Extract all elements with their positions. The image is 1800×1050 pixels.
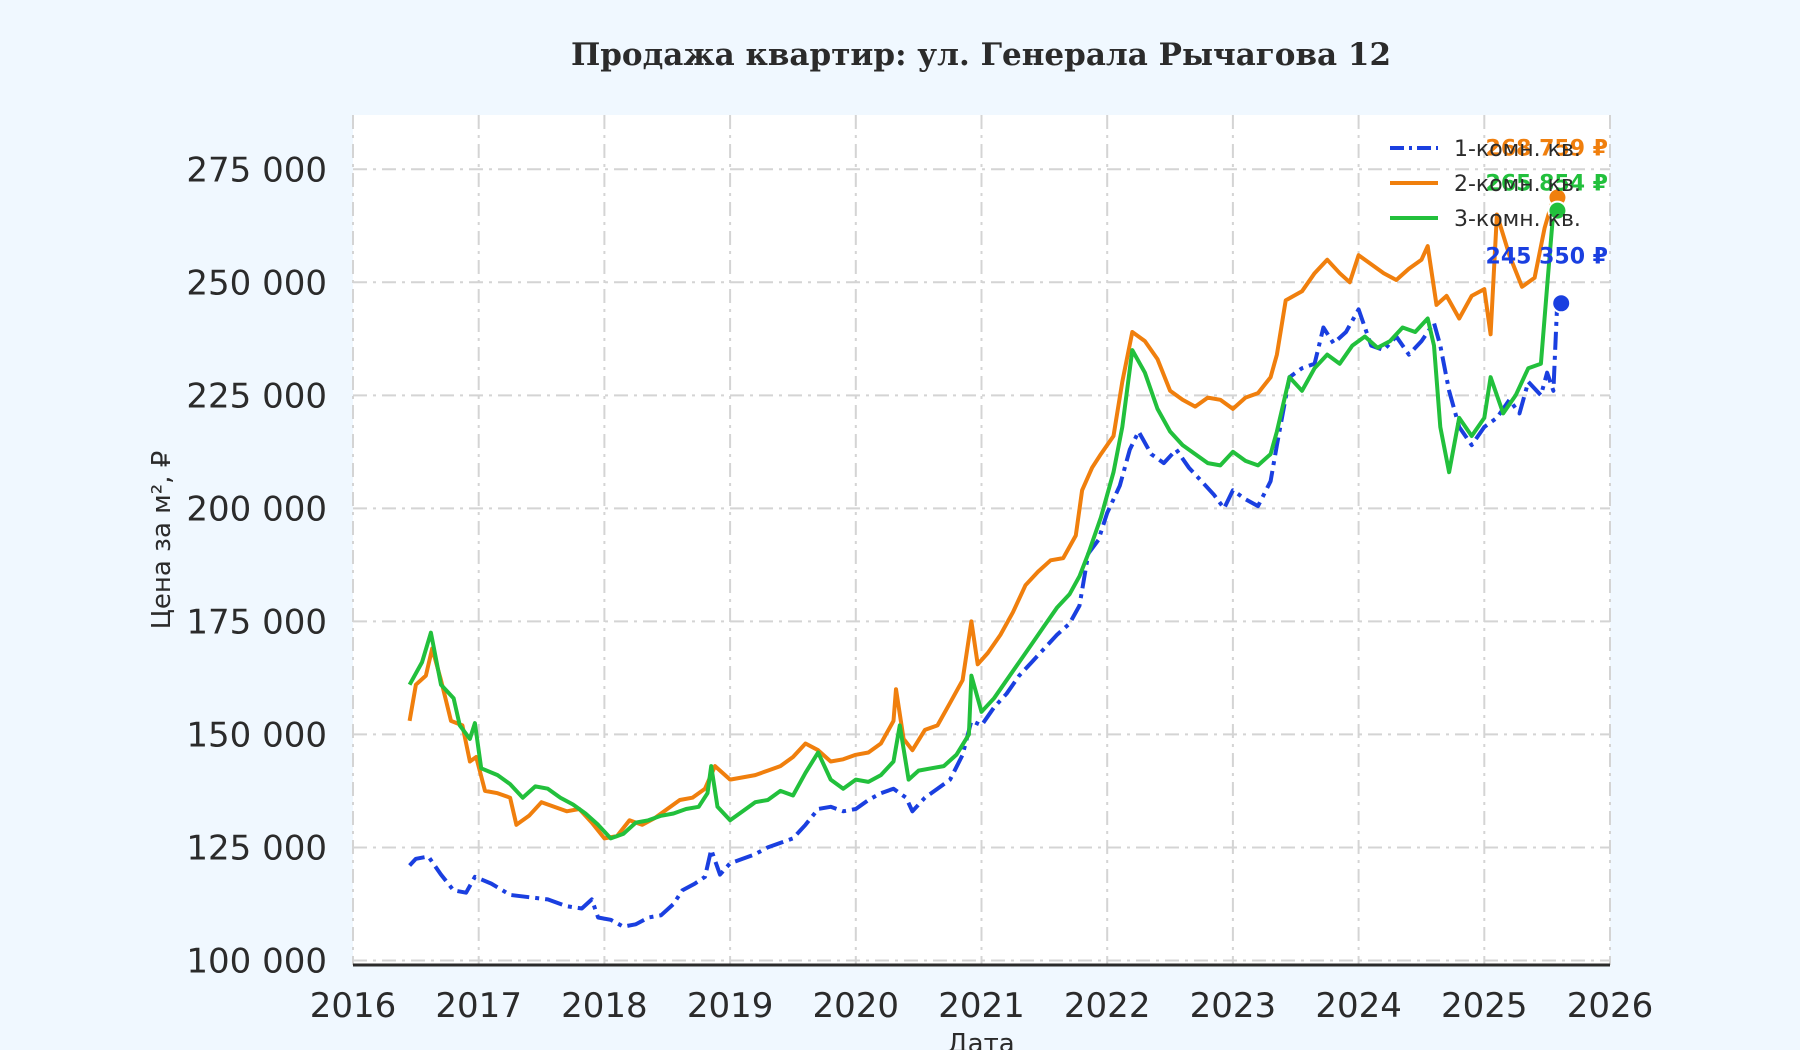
end-value-label: 268 759 ₽: [1486, 136, 1608, 161]
x-tick-label: 2016: [310, 986, 397, 1026]
x-axis-label: Дата: [947, 1029, 1014, 1050]
x-tick-label: 2019: [687, 986, 774, 1026]
y-axis-ticks: 100 000 125 000 150 000 175 000 200 000 225 0…: [186, 150, 327, 981]
x-tick-label: 2017: [435, 986, 522, 1026]
x-tick-label: 2018: [561, 986, 648, 1026]
end-point-marker: [1551, 293, 1572, 314]
x-tick-label: 2026: [1567, 986, 1654, 1026]
legend-label: 1-комн. кв.: [1454, 137, 1581, 162]
y-tick-label: 225 000: [186, 376, 327, 416]
legend-label: 3-комн. кв.: [1454, 207, 1581, 232]
end-markers: 245 350 ₽ 268 759 ₽ 265 854 ₽: [1486, 136, 1608, 314]
x-tick-label: 2021: [938, 986, 1025, 1026]
legend: 1-комн. кв. 2-комн. кв. 3-комн. кв.: [1390, 137, 1581, 232]
x-axis-ticks: 2016 2017 2018 2019 2020 2021 2022 2023 2024 2025…: [310, 986, 1654, 1026]
x-tick-label: 2022: [1064, 986, 1151, 1026]
x-tick-label: 2023: [1190, 986, 1277, 1026]
y-tick-label: 100 000: [186, 941, 327, 981]
y-tick-label: 275 000: [186, 150, 327, 190]
end-point-marker: [1547, 200, 1568, 221]
grid: [352, 115, 1611, 965]
series-line: [408, 303, 1560, 929]
legend-label: 2-комн. кв.: [1454, 172, 1581, 197]
chart-title: Продажа квартир: ул. Генерала Рычагова 1…: [571, 37, 1391, 73]
y-axis-label: Цена за м², ₽: [147, 451, 177, 630]
y-tick-label: 125 000: [186, 828, 327, 868]
end-value-label: 265 854 ₽: [1486, 172, 1608, 197]
y-tick-label: 175 000: [186, 602, 327, 642]
end-value-label: 245 350 ₽: [1486, 244, 1608, 269]
x-tick-label: 2025: [1441, 986, 1528, 1026]
x-tick-label: 2020: [813, 986, 900, 1026]
series-line: [407, 210, 1556, 841]
series-lines: [407, 196, 1560, 929]
y-tick-label: 150 000: [186, 715, 327, 755]
x-tick-label: 2024: [1315, 986, 1402, 1026]
y-tick-label: 200 000: [186, 489, 327, 529]
y-tick-label: 250 000: [186, 263, 327, 303]
